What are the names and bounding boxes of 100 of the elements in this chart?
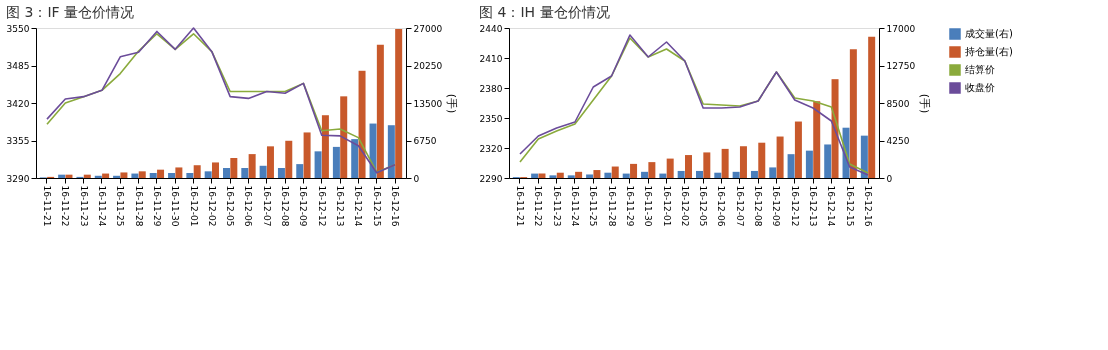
bar: [248, 154, 256, 178]
bar: [175, 167, 183, 178]
bar: [703, 152, 711, 178]
x-tick-label: 16-12-06: [716, 185, 727, 227]
bar: [641, 171, 649, 178]
bar: [340, 96, 348, 178]
y2-tick-label: 6750: [413, 136, 437, 146]
x-tick-label: 16-12-15: [371, 185, 382, 227]
bar: [230, 158, 238, 178]
y2-tick-label: 0: [413, 173, 420, 184]
bar: [648, 162, 656, 178]
x-tick-label: 16-12-01: [661, 185, 672, 227]
x-tick-label: 16-12-16: [390, 185, 401, 227]
bar: [549, 175, 557, 178]
bar: [721, 148, 729, 178]
bar: [538, 173, 546, 178]
bar: [395, 29, 403, 178]
y-tick-label: 3290: [6, 173, 30, 184]
x-tick-label: 16-12-12: [316, 185, 327, 227]
x-tick-label: 16-11-25: [588, 185, 599, 227]
x-tick-label: 16-12-08: [280, 185, 291, 227]
x-tick-label: 16-12-07: [261, 185, 272, 227]
bar: [831, 79, 839, 178]
y-tick-label: 3485: [6, 61, 30, 71]
y2-axis-title: (手): [445, 93, 459, 114]
x-tick-label: 16-11-22: [60, 185, 71, 227]
bar: [296, 164, 304, 178]
x-tick-label: 16-11-24: [96, 185, 107, 227]
bar: [739, 146, 747, 178]
bar: [732, 171, 740, 178]
bar: [677, 170, 685, 178]
bar: [860, 135, 868, 178]
y-tick-label: 3420: [6, 98, 30, 109]
bar: [567, 175, 575, 178]
y-tick-label: 2410: [479, 53, 503, 64]
y-tick-label: 2320: [479, 143, 503, 154]
x-tick-label: 16-11-25: [115, 185, 126, 227]
x-tick-label: 16-12-05: [225, 185, 236, 227]
bar: [776, 136, 784, 178]
x-tick-label: 16-12-15: [844, 185, 855, 227]
x-tick-label: 16-12-07: [734, 185, 745, 227]
legend-label: 结算价: [965, 64, 995, 75]
x-tick-label: 16-12-08: [753, 185, 764, 227]
legend-label: 持仓量(右): [965, 46, 1013, 57]
x-tick-label: 16-12-16: [863, 185, 874, 227]
bar: [586, 174, 594, 178]
bar: [58, 174, 66, 178]
bar: [376, 44, 384, 178]
x-tick-label: 16-11-29: [624, 185, 635, 227]
y-tick-label: 2380: [479, 83, 503, 94]
bar: [714, 172, 722, 178]
bar: [277, 168, 285, 178]
bar: [556, 172, 564, 178]
x-tick-label: 16-12-14: [826, 185, 837, 227]
bar: [168, 173, 176, 178]
bar: [622, 173, 630, 178]
bar: [321, 115, 329, 178]
x-tick-label: 16-12-14: [353, 185, 364, 227]
bar: [696, 170, 703, 178]
bar: [314, 151, 322, 178]
x-tick-label: 16-12-02: [206, 185, 217, 227]
bar: [604, 172, 612, 178]
x-tick-label: 16-11-21: [514, 185, 525, 227]
bar: [794, 121, 802, 178]
bar: [83, 174, 91, 178]
bar: [593, 170, 601, 178]
y2-tick-label: 20250: [413, 61, 443, 71]
bar: [630, 163, 638, 178]
x-tick-label: 16-12-12: [789, 185, 800, 227]
bar: [186, 173, 194, 178]
bar: [531, 173, 539, 178]
bar: [266, 146, 274, 178]
y-tick-label: 2350: [479, 113, 503, 124]
y-tick-label: 3355: [6, 136, 30, 146]
bar: [358, 70, 366, 178]
x-tick-label: 16-12-13: [335, 185, 346, 227]
bar: [204, 171, 212, 178]
x-tick-label: 16-11-30: [170, 185, 181, 227]
bar: [387, 125, 395, 178]
legend-label: 收盘价: [965, 82, 995, 93]
x-tick-label: 16-11-24: [569, 185, 580, 227]
x-tick-label: 16-11-22: [533, 185, 544, 227]
bar: [849, 49, 857, 178]
bar: [223, 168, 230, 178]
bar: [157, 169, 165, 178]
y2-tick-label: 17000: [886, 23, 916, 34]
bar: [131, 173, 139, 178]
bar: [824, 144, 832, 178]
bar: [212, 162, 219, 178]
y2-tick-label: 13500: [413, 98, 443, 109]
bar: [805, 150, 813, 178]
bar: [102, 173, 110, 178]
bar: [575, 171, 583, 178]
bar: [685, 155, 692, 178]
bar: [769, 167, 777, 178]
bar: [351, 139, 359, 178]
y2-axis-title: (手): [918, 93, 932, 114]
y2-tick-label: 0: [886, 173, 893, 184]
y-tick-label: 3550: [6, 23, 30, 34]
y2-tick-label: 12750: [886, 61, 916, 71]
